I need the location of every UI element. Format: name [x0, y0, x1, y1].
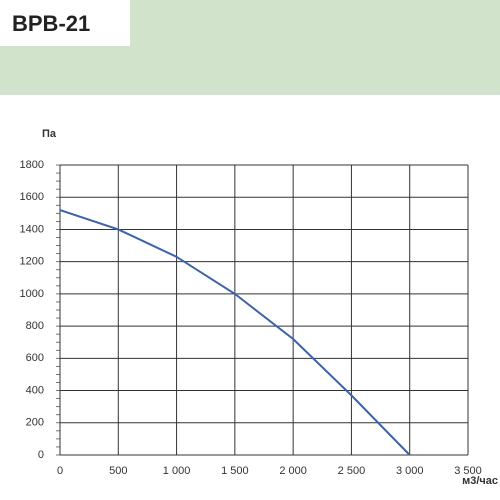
- x-tick-label: 2 500: [338, 465, 366, 477]
- x-tick-label: 1 000: [163, 465, 191, 477]
- x-axis-label: м3/час: [462, 475, 498, 487]
- y-tick-label: 200: [26, 417, 44, 429]
- x-tick-label: 3 500: [454, 465, 482, 477]
- y-tick-label: 400: [26, 384, 44, 396]
- curve: [59, 209, 411, 456]
- chart-title: ВРВ-21: [12, 11, 90, 36]
- y-tick-label: 800: [26, 320, 44, 332]
- x-tick-label: 1 500: [221, 465, 249, 477]
- y-axis-label: Па: [42, 128, 57, 140]
- y-tick-label: 1000: [20, 288, 44, 300]
- x-tick-label: 0: [57, 465, 63, 477]
- x-tick-label: 3 000: [396, 465, 424, 477]
- y-tick-label: 1400: [20, 223, 44, 235]
- y-tick-label: 1200: [20, 256, 44, 268]
- x-tick-label: 500: [109, 465, 127, 477]
- y-tick-label: 0: [38, 449, 44, 461]
- y-tick-label: 600: [26, 352, 44, 364]
- title-box: [0, 0, 130, 46]
- y-tick-label: 1800: [20, 159, 44, 171]
- x-tick-label: 2 000: [279, 465, 307, 477]
- y-tick-label: 1600: [20, 191, 44, 203]
